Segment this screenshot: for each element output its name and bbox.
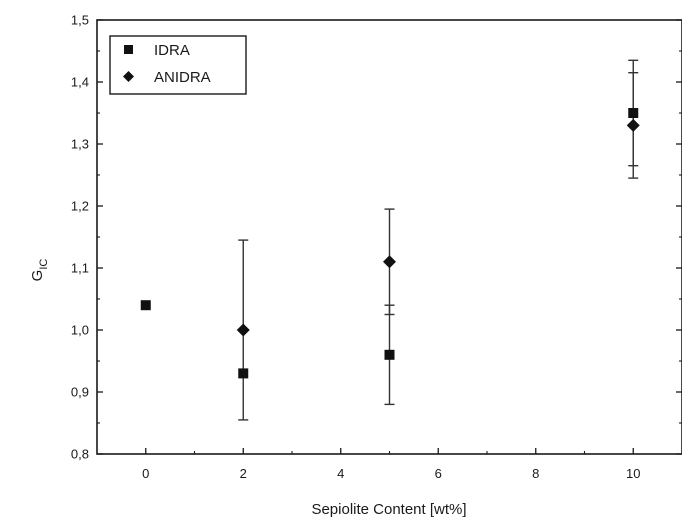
- point-anidra: [626, 118, 640, 132]
- x-tick-label: 8: [532, 466, 539, 481]
- point-idra: [628, 108, 639, 118]
- point-idra: [238, 368, 249, 379]
- point-anidra: [383, 255, 396, 269]
- y-axis-title-main: G: [29, 270, 46, 282]
- point-anidra: [236, 323, 250, 337]
- legend-marker-anidra: [123, 71, 134, 82]
- point-idra: [140, 300, 151, 311]
- y-tick-label: 1,3: [71, 137, 89, 152]
- y-tick-label: 0,9: [71, 385, 89, 400]
- legend-marker-idra: [124, 45, 133, 54]
- x-tick-label: 10: [626, 466, 640, 481]
- y-tick-label: 1,2: [71, 199, 89, 214]
- y-tick-label: 0,8: [71, 447, 89, 462]
- x-tick-label: 0: [142, 466, 149, 481]
- x-axis: 0 2 4 6 8 10: [142, 448, 640, 481]
- x-tick-label: 2: [240, 466, 247, 481]
- data-marks: [140, 59, 640, 421]
- y-axis-title-subscript: IC: [38, 259, 50, 270]
- legend-label-idra: IDRA: [154, 42, 190, 59]
- y-tick-label: 1,4: [71, 75, 89, 90]
- y-tick-label: 1,5: [71, 13, 89, 28]
- legend-label-anidra: ANIDRA: [154, 69, 211, 86]
- y-tick-label: 1,1: [71, 261, 89, 276]
- y-tick-label: 1,0: [71, 323, 89, 338]
- y-axis-title: GIC: [29, 259, 50, 282]
- x-tick-label: 6: [435, 466, 442, 481]
- x-axis-title: Sepiolite Content [wt%]: [311, 501, 466, 518]
- point-idra: [384, 349, 395, 360]
- y-axis: 0,8 0,9 1,0 1,1 1,2 1,3 1,4 1,5: [71, 13, 682, 462]
- x-tick-label: 4: [337, 466, 344, 481]
- legend: IDRA ANIDRA: [109, 35, 247, 95]
